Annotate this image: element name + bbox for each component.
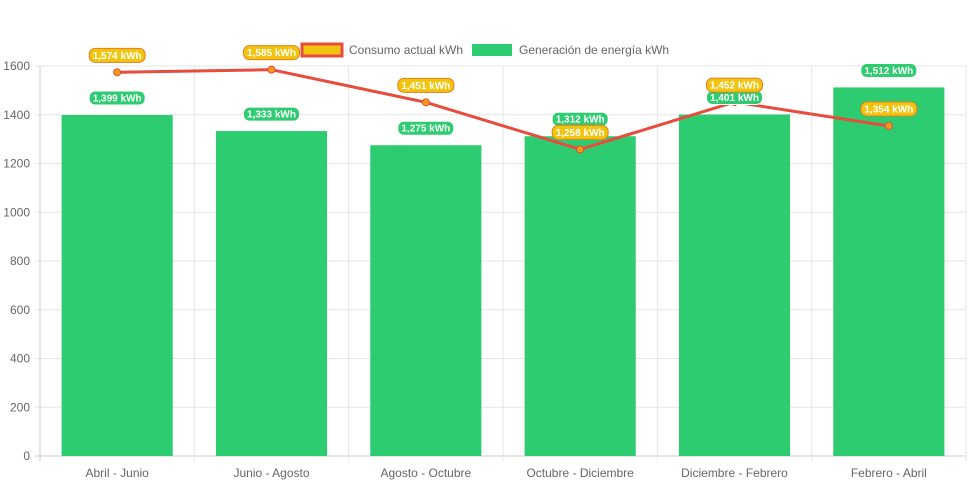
consumption-value-label-bg [243, 45, 300, 61]
generation-bars [61, 87, 945, 457]
y-tick-label: 400 [10, 352, 30, 366]
generation-value-label-text: 1,401 kWh [710, 93, 759, 104]
legend-swatch-consumo[interactable] [300, 42, 344, 58]
grid [35, 65, 967, 461]
consumption-point[interactable] [884, 121, 893, 130]
generation-value-label-text: 1,312 kWh [556, 115, 605, 126]
generation-value-label-bg [243, 106, 300, 122]
legend-swatch-generacion[interactable] [472, 44, 512, 56]
x-axis: Abril - Junio Junio - Agosto Agosto - Octu… [85, 466, 926, 480]
consumption-value-label-text: 1,452 kWh [710, 81, 759, 92]
x-tick-label: Agosto - Octubre [380, 466, 471, 480]
consumption-value-label-bg [706, 77, 763, 93]
x-tick-label: Febrero - Abril [851, 466, 927, 480]
y-tick-label: 1200 [3, 157, 30, 171]
consumption-value-label: 1,585 kWh [243, 45, 300, 61]
data-labels: 1,399 kWh 1,333 kWh 1,275 kWh 1,312 kWh 1,40… [88, 45, 918, 140]
generation-value-label: 1,333 kWh [243, 106, 300, 122]
generation-value-label-bg [88, 90, 146, 106]
x-tick-label: Abril - Junio [85, 466, 149, 480]
legend-label-generacion[interactable]: Generación de energía kWh [519, 43, 669, 57]
generation-value-label: 1,399 kWh [88, 90, 146, 106]
consumption-value-label: 1,354 kWh [860, 101, 918, 117]
generation-value-label-bg [860, 62, 918, 78]
consumption-value-label-text: 1,354 kWh [864, 104, 913, 115]
x-tick-label: Junio - Agosto [233, 466, 309, 480]
consumption-value-label-text: 1,451 kWh [401, 81, 450, 92]
consumption-line-path [117, 68, 890, 151]
consumption-point[interactable] [421, 98, 430, 107]
legend[interactable]: Consumo actual kWh Generación de energía… [300, 42, 669, 58]
generation-value-label-text: 1,399 kWh [93, 93, 142, 104]
y-tick-label: 1600 [3, 59, 30, 73]
y-tick-label: 600 [10, 303, 30, 317]
consumption-value-label-bg [551, 124, 609, 140]
generation-value-label: 1,512 kWh [860, 62, 918, 78]
consumption-value-label-text: 1,258 kWh [556, 128, 605, 139]
consumption-value-label: 1,574 kWh [88, 47, 146, 63]
consumption-value-label-bg [88, 47, 146, 63]
generation-bar[interactable] [370, 145, 482, 456]
y-tick-label: 200 [10, 400, 30, 414]
consumption-value-label-text: 1,574 kWh [93, 51, 142, 62]
y-tick-label: 0 [23, 449, 30, 463]
x-tick-label: Diciembre - Febrero [681, 466, 788, 480]
generation-bar[interactable] [61, 114, 173, 457]
generation-value-label-text: 1,333 kWh [247, 110, 296, 121]
consumption-point[interactable] [267, 65, 276, 74]
consumption-value-label: 1,258 kWh [551, 124, 609, 140]
generation-value-label: 1,312 kWh [551, 111, 609, 127]
consumption-point[interactable] [576, 145, 585, 154]
consumption-point[interactable] [113, 68, 122, 77]
x-tick-label: Octubre - Diciembre [526, 466, 634, 480]
y-tick-label: 1000 [3, 205, 30, 219]
generation-bar[interactable] [215, 131, 328, 457]
generation-bar[interactable] [524, 136, 636, 456]
consumption-value-label-text: 1,585 kWh [247, 48, 296, 59]
y-tick-label: 1400 [3, 108, 30, 122]
generation-value-label-text: 1,275 kWh [401, 124, 450, 135]
generation-bar[interactable] [678, 114, 791, 456]
generation-value-label-bg [397, 120, 455, 136]
consumption-value-label-bg [397, 77, 455, 93]
generation-value-label: 1,275 kWh [397, 120, 455, 136]
generation-bar[interactable] [833, 87, 945, 456]
generation-value-label: 1,401 kWh [706, 90, 763, 106]
generation-value-label-text: 1,512 kWh [864, 66, 913, 77]
legend-label-consumo[interactable]: Consumo actual kWh [349, 43, 463, 57]
consumption-value-label-bg [860, 101, 918, 117]
consumption-value-label: 1,452 kWh [706, 77, 763, 93]
consumption-value-label: 1,451 kWh [397, 77, 455, 93]
y-axis: 0 200 400 600 800 1000 1200 1400 1600 [3, 59, 30, 463]
consumption-line [113, 65, 893, 154]
y-tick-label: 800 [10, 254, 30, 268]
